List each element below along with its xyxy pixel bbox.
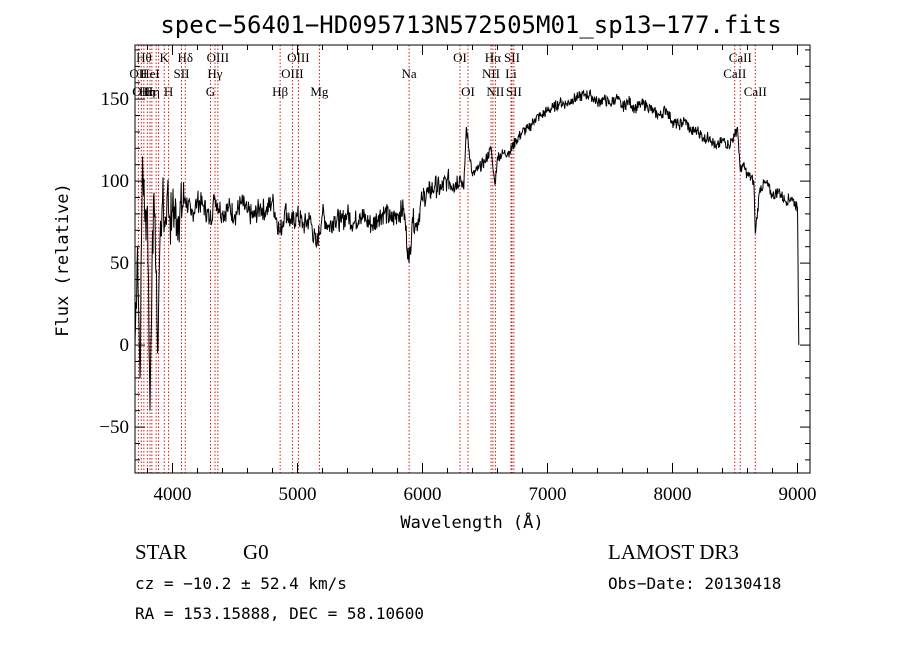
line-marker-label: NII bbox=[486, 84, 504, 99]
line-marker-label: G bbox=[206, 84, 215, 99]
x-axis-label: Wavelength (Å) bbox=[400, 511, 543, 533]
chart-title: spec−56401−HD095713N572505M01_sp13−177.f… bbox=[160, 11, 781, 39]
line-marker-label: OIII bbox=[207, 50, 229, 65]
line-marker-label: SII bbox=[174, 66, 190, 81]
x-tick-labels: 4000 5000 6000 7000 8000 9000 bbox=[154, 484, 817, 505]
axis-ticks bbox=[135, 45, 810, 473]
subclass: G0 bbox=[243, 540, 269, 564]
line-marker-label: Hα bbox=[485, 50, 501, 65]
coordinates: RA = 153.15888, DEC = 58.10600 bbox=[135, 604, 424, 623]
line-marker-label: Hη bbox=[144, 84, 160, 99]
y-tick-label: 0 bbox=[120, 335, 130, 356]
line-marker-label: K bbox=[160, 50, 170, 65]
line-marker-label: OIII bbox=[287, 50, 309, 65]
line-marker-label: OI bbox=[453, 50, 467, 65]
line-marker-label: NII bbox=[482, 66, 500, 81]
y-tick-label: −50 bbox=[99, 417, 129, 438]
redshift-text: cz = −10.2 ± 52.4 km/s bbox=[135, 574, 347, 593]
line-marker-label: Mg bbox=[310, 84, 329, 99]
survey-name: LAMOST DR3 bbox=[608, 540, 739, 564]
spectrum-series bbox=[134, 88, 800, 411]
line-markers bbox=[137, 45, 756, 473]
line-marker-label: Hδ bbox=[177, 50, 193, 65]
x-tick-label: 8000 bbox=[654, 484, 692, 505]
line-marker-label: Hγ bbox=[207, 66, 222, 81]
line-marker-label: H bbox=[164, 84, 173, 99]
line-marker-label: OI bbox=[461, 84, 475, 99]
line-marker-label: OII bbox=[132, 84, 150, 99]
line-marker-label: Hη bbox=[139, 84, 155, 99]
obs-date: Obs−Date: 20130418 bbox=[608, 574, 781, 593]
line-marker-label: Hθ bbox=[136, 50, 152, 65]
object-class: STAR bbox=[135, 540, 187, 564]
y-tick-label: 100 bbox=[101, 171, 130, 192]
plot-frame bbox=[134, 44, 811, 474]
x-tick-label: 5000 bbox=[279, 484, 317, 505]
line-marker-label: SII bbox=[506, 84, 522, 99]
line-marker-labels: OIIOIIHθHηHeIHηKHSIIHδGHγOIIIHβOIIIOIIIM… bbox=[129, 50, 766, 99]
line-marker-label: OII bbox=[129, 66, 147, 81]
line-marker-label: SII bbox=[504, 50, 520, 65]
x-tick-label: 9000 bbox=[779, 484, 817, 505]
y-tick-label: 150 bbox=[101, 89, 130, 110]
x-tick-label: 6000 bbox=[404, 484, 442, 505]
line-marker-label: HeI bbox=[140, 66, 160, 81]
spectrum-line bbox=[134, 88, 800, 411]
y-tick-label: 50 bbox=[110, 253, 129, 274]
y-axis-label: Flux (relative) bbox=[53, 183, 73, 337]
line-marker-label: Hβ bbox=[272, 84, 288, 99]
x-tick-label: 4000 bbox=[154, 484, 192, 505]
x-tick-label: 7000 bbox=[529, 484, 567, 505]
y-tick-labels: −50 0 50 100 150 bbox=[99, 89, 129, 438]
line-marker-label: CaII bbox=[744, 84, 767, 99]
line-marker-label: Li bbox=[505, 66, 517, 81]
line-marker-label: CaII bbox=[723, 66, 746, 81]
line-marker-label: OIII bbox=[281, 66, 303, 81]
line-marker-label: Na bbox=[402, 66, 417, 81]
line-marker-label: CaII bbox=[729, 50, 752, 65]
